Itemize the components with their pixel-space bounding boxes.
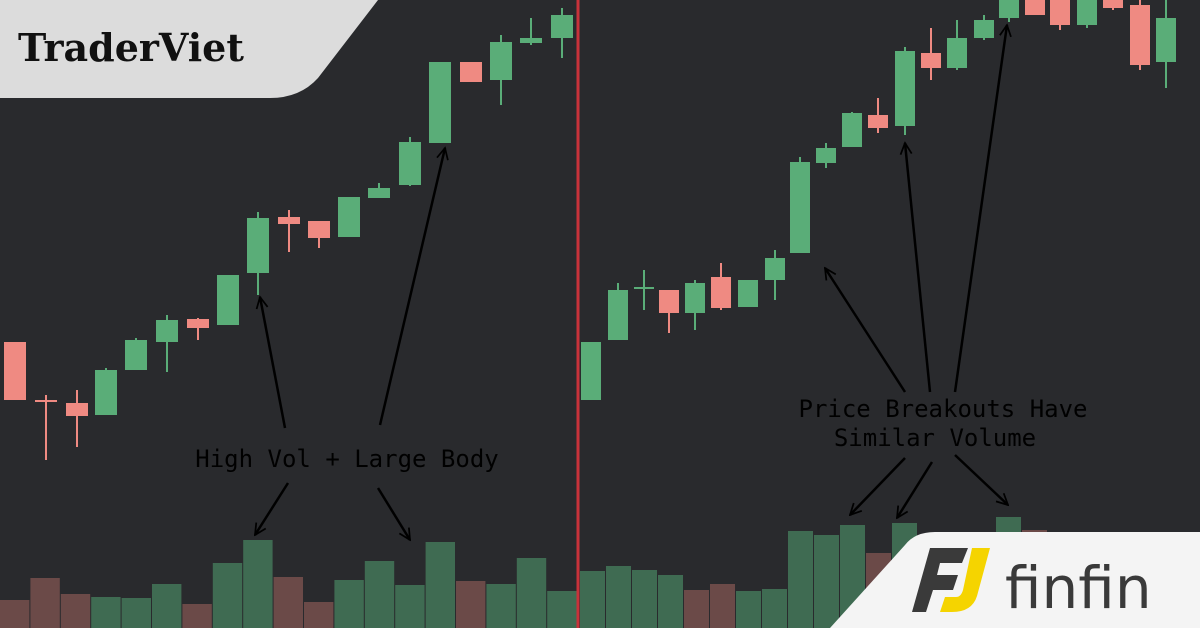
volume-bar	[182, 604, 212, 628]
candle-body	[921, 53, 941, 68]
candle-body	[429, 62, 451, 143]
logo: TraderViet	[18, 25, 244, 70]
volume-bar	[456, 581, 486, 628]
volume-bar	[658, 575, 683, 628]
candle-body	[790, 162, 810, 253]
logo-panel	[0, 0, 378, 98]
volume-bar	[152, 584, 182, 628]
annotation: High Vol + Large Body	[195, 445, 498, 473]
candle-body	[895, 51, 915, 126]
volume-bar	[121, 598, 151, 628]
volume-bar	[516, 558, 547, 628]
candle-body	[947, 38, 967, 68]
volume-bar	[243, 540, 273, 628]
candle-body	[868, 115, 888, 128]
candle-body	[581, 342, 601, 400]
volume-bar	[304, 602, 334, 628]
volume-bar	[632, 570, 657, 628]
volume-bar	[364, 561, 395, 628]
candle-body	[187, 319, 209, 328]
candle-body	[974, 20, 994, 38]
volume-bar	[606, 566, 631, 628]
candle-body	[608, 290, 628, 340]
candle-body	[247, 218, 269, 273]
volume-bar	[30, 578, 60, 628]
volume-bar	[736, 591, 761, 628]
candles	[4, 0, 1176, 460]
candle-body	[217, 275, 239, 325]
volume-bar	[486, 584, 516, 628]
candle-body	[4, 342, 26, 400]
annotation: Price Breakouts Have	[799, 395, 1088, 423]
candle-body	[765, 258, 785, 280]
candle-body	[1156, 18, 1176, 62]
volume-bar	[273, 577, 303, 628]
candle-body	[308, 221, 330, 238]
candle-body	[338, 197, 360, 237]
candle-body	[1077, 0, 1097, 25]
candle-body	[842, 113, 862, 147]
candle-body	[634, 287, 654, 289]
candle-body	[35, 400, 57, 402]
annotation: Similar Volume	[834, 424, 1036, 452]
brand: finfin	[1005, 554, 1152, 622]
volume-bar	[212, 563, 243, 628]
candle-body	[685, 283, 705, 313]
volume-bar	[710, 584, 735, 628]
candle-body	[156, 320, 178, 342]
brand-icon	[912, 548, 990, 612]
volume-bar	[814, 535, 839, 628]
volume-bar	[788, 531, 813, 628]
candle-body	[711, 277, 731, 308]
candle-body	[1130, 5, 1150, 65]
volume-bar	[425, 542, 455, 628]
volume-bar	[91, 597, 121, 628]
volume-bar	[60, 594, 91, 628]
volume-bar	[684, 590, 709, 628]
candle-body	[368, 188, 390, 198]
candle-body	[1025, 0, 1045, 15]
candle-body	[278, 217, 300, 224]
candle-body	[125, 340, 147, 370]
candle-body	[1103, 0, 1123, 8]
volume-bar	[0, 600, 30, 628]
candle-body	[490, 42, 512, 80]
candle-body	[66, 403, 88, 416]
candle-body	[738, 280, 758, 307]
candle-body	[399, 142, 421, 185]
candle-body	[816, 148, 836, 163]
volume-bar	[762, 589, 787, 628]
candle-body	[551, 15, 573, 38]
candle-body	[659, 290, 679, 313]
volume-bar	[547, 591, 577, 628]
volume-bar	[334, 580, 364, 628]
candle-body	[520, 38, 542, 43]
volume-bar	[395, 585, 425, 628]
candle-body	[95, 370, 117, 415]
candle-body	[460, 62, 482, 82]
volume-bar	[580, 571, 605, 628]
candle-body	[999, 0, 1019, 18]
candle-body	[1050, 0, 1070, 25]
arrows	[253, 25, 1008, 540]
